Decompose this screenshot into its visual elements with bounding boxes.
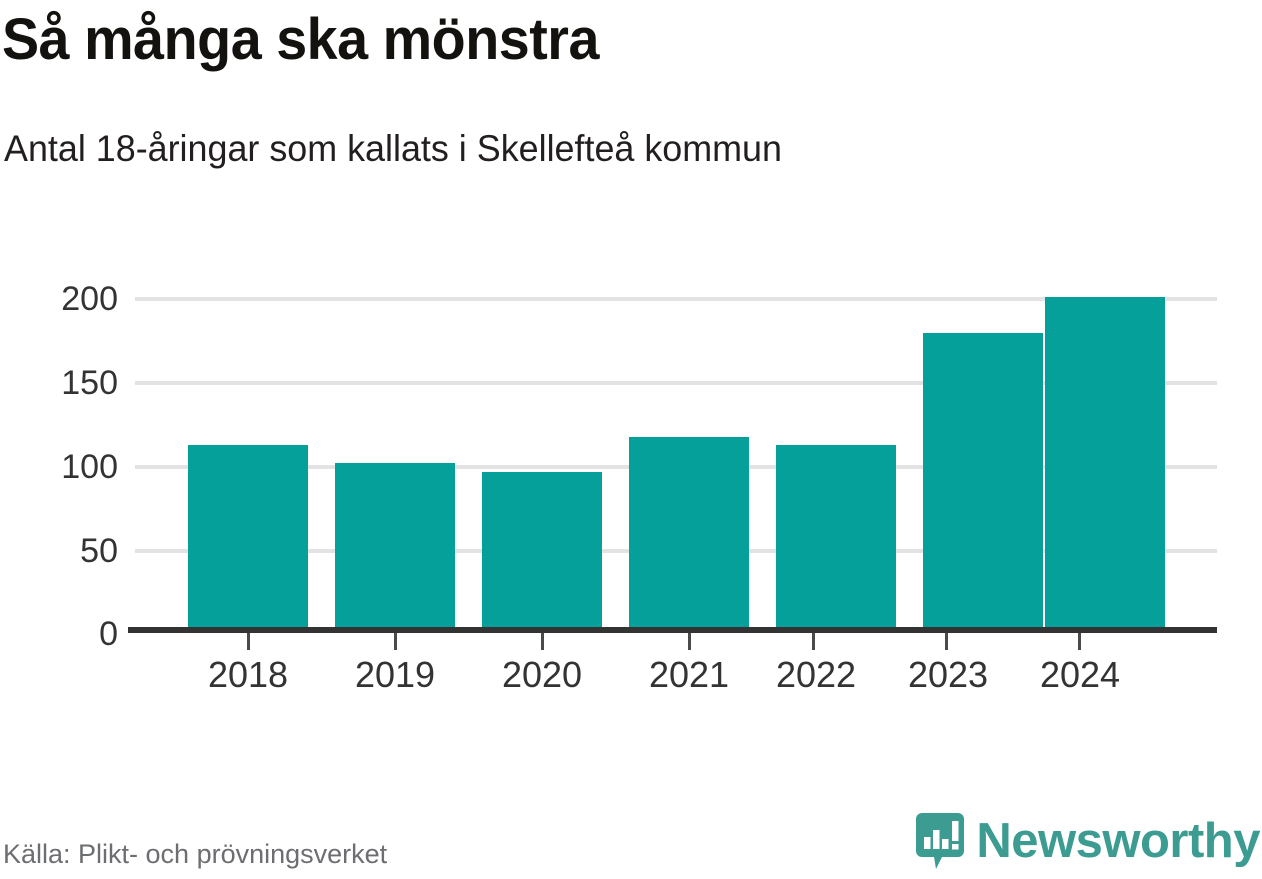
chart-subtitle: Antal 18-åringar som kallats i Skellefte…: [4, 128, 782, 169]
xtick-2022: [812, 633, 815, 650]
bar-2024[interactable]: [1045, 296, 1165, 630]
bar-2021[interactable]: [629, 436, 749, 630]
ytick-label-50: 50: [80, 532, 118, 570]
gridline-150: [135, 381, 1217, 385]
xtick-2023: [945, 633, 948, 650]
newsworthy-logo[interactable]: Newsworthy: [916, 808, 1260, 874]
xtick-2018: [247, 633, 250, 650]
xtick-label-2023: 2023: [907, 654, 989, 695]
ytick-label-200: 200: [61, 280, 118, 318]
source-note: Källa: Plikt- och prövningsverket: [3, 839, 388, 869]
ytick-label-0: 0: [99, 615, 118, 653]
xtick-2021: [688, 633, 691, 650]
chart-title: Så många ska mönstra: [2, 7, 599, 72]
bar-2018[interactable]: [188, 445, 308, 630]
xtick-2020: [541, 633, 544, 650]
xtick-2024: [1078, 633, 1081, 650]
bar-2020[interactable]: [482, 471, 602, 630]
bar-2019[interactable]: [335, 463, 455, 630]
logo-wordmark: Newsworthy: [976, 813, 1260, 868]
xtick-2019: [394, 633, 397, 650]
xtick-label-2024: 2024: [1039, 654, 1121, 695]
ytick-label-150: 150: [61, 364, 118, 402]
ytick-label-100: 100: [61, 448, 118, 486]
xtick-label-2018: 2018: [207, 654, 289, 695]
bar-2022[interactable]: [776, 445, 896, 630]
x-axis-line: [128, 627, 1217, 633]
gridline-200: [135, 297, 1217, 301]
xtick-label-2022: 2022: [775, 654, 857, 695]
xtick-label-2021: 2021: [648, 654, 730, 695]
bar-2023[interactable]: [923, 333, 1043, 630]
xtick-label-2019: 2019: [354, 654, 436, 695]
bar-chart-speech-bubble-icon: [916, 813, 965, 869]
xtick-label-2020: 2020: [501, 654, 583, 695]
